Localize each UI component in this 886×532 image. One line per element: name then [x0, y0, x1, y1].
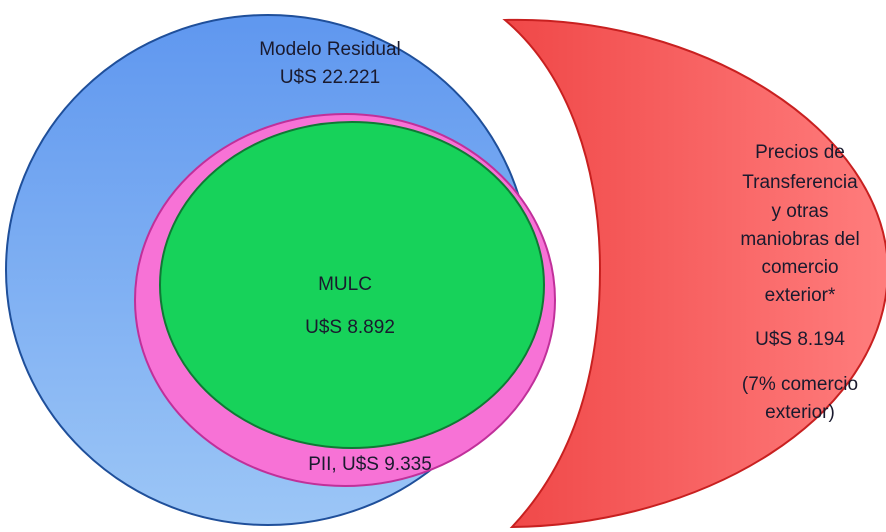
side-note: exterior) [765, 402, 835, 423]
side-line: y otras [771, 201, 828, 222]
side-line: comercio [761, 257, 838, 278]
side-note: (7% comercio [742, 374, 858, 395]
side-line: maniobras del [740, 229, 859, 250]
side-crescent [502, 18, 886, 529]
side-line: Transferencia [742, 172, 858, 193]
middle-label: PII, U$S 9.335 [308, 454, 432, 475]
inner-label: MULC [318, 274, 372, 295]
inner-ellipse [159, 121, 545, 449]
outer-label: Modelo Residual [259, 39, 401, 60]
side-line: exterior* [765, 285, 836, 306]
side-line: Precios de [755, 142, 845, 163]
outer-amount: U$S 22.221 [280, 67, 380, 88]
inner-amount: U$S 8.892 [305, 317, 395, 338]
side-amount: U$S 8.194 [755, 329, 845, 350]
